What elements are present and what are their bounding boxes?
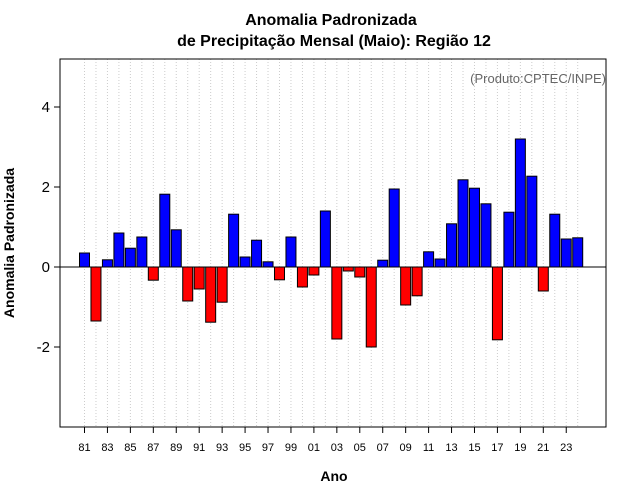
bar-2009: [400, 266, 412, 306]
bar-1996: [251, 239, 263, 268]
bar-2010: [411, 266, 423, 297]
bar-1988: [159, 193, 171, 268]
x-tick-label: 17: [491, 442, 503, 454]
bar-1986: [136, 236, 148, 268]
x-tick-label: 95: [239, 442, 251, 454]
bar-2007: [377, 259, 389, 268]
bar-1999: [285, 236, 297, 268]
x-tick-label: 93: [216, 442, 228, 454]
y-axis-title: Anomalia Padronizada: [1, 168, 17, 318]
x-tick-label: 23: [560, 442, 572, 454]
bars: [79, 138, 584, 348]
bar-2019: [514, 138, 526, 268]
bar-1994: [228, 213, 240, 268]
bar-2016: [480, 203, 492, 268]
bar-1990: [182, 266, 194, 302]
bar-2021: [537, 266, 549, 292]
bar-2018: [503, 211, 515, 268]
bar-2020: [526, 175, 538, 268]
x-tick-label: 15: [468, 442, 480, 454]
y-tick-label: 4: [42, 99, 50, 116]
y-axis: -2 0 2 4: [37, 99, 60, 356]
bar-2023: [560, 238, 572, 268]
y-tick-label: -2: [37, 339, 50, 356]
bar-1983: [101, 259, 113, 268]
bar-2015: [468, 187, 480, 268]
bar-2003: [331, 266, 343, 340]
x-tick-label: 87: [147, 442, 159, 454]
bar-2002: [319, 210, 331, 268]
bar-2006: [365, 266, 377, 348]
x-axis: 81 83 85 87 89 91 93 95 97 99 01 03 05 07 09 11 13 15 17 19…: [78, 427, 572, 454]
bar-1995: [239, 256, 251, 268]
bar-1993: [216, 266, 228, 303]
x-tick-label: 19: [514, 442, 526, 454]
bar-2011: [423, 251, 435, 268]
x-tick-label: 83: [101, 442, 113, 454]
bar-2013: [446, 223, 458, 268]
bar-2001: [308, 266, 320, 276]
x-tick-label: 13: [445, 442, 457, 454]
x-tick-label: 01: [308, 442, 320, 454]
bar-2004: [342, 266, 354, 272]
bar-1985: [124, 247, 136, 268]
x-tick-label: 99: [285, 442, 297, 454]
bar-1997: [262, 261, 274, 268]
bar-1981: [79, 252, 90, 268]
x-tick-label: 11: [423, 442, 434, 454]
bar-2017: [491, 266, 503, 341]
bar-1984: [113, 232, 125, 268]
x-tick-label: 05: [354, 442, 366, 454]
x-tick-label: 09: [400, 442, 412, 454]
x-tick-label: 89: [170, 442, 182, 454]
bar-1982: [90, 266, 102, 322]
bar-1992: [205, 266, 217, 323]
y-tick-label: 2: [42, 179, 50, 196]
x-tick-label: 07: [377, 442, 389, 454]
bar-2005: [354, 266, 366, 278]
x-tick-label: 03: [331, 442, 343, 454]
bar-2024: [572, 237, 584, 268]
x-tick-label: 81: [78, 442, 90, 454]
x-tick-label: 85: [124, 442, 136, 454]
bar-1987: [147, 266, 159, 281]
bar-2000: [296, 266, 308, 288]
x-axis-title: Ano: [320, 468, 347, 484]
bar-1991: [193, 266, 205, 290]
x-tick-label: 21: [537, 442, 549, 454]
x-tick-label: 91: [193, 442, 205, 454]
bar-2012: [434, 258, 446, 268]
bar-2022: [549, 213, 561, 268]
bar-1998: [273, 266, 285, 281]
bar-2014: [457, 179, 469, 268]
chart-title: Anomalia Padronizada: [245, 12, 417, 29]
plot-frame: [59, 58, 607, 428]
bar-2008: [388, 188, 400, 268]
y-tick-label: 0: [42, 259, 50, 276]
chart-subtitle: de Precipitação Mensal (Maio): Região 12: [177, 33, 491, 50]
x-tick-label: 97: [262, 442, 274, 454]
bar-1989: [170, 229, 182, 268]
chart-annotation: (Produto:CPTEC/INPE): [470, 71, 606, 86]
